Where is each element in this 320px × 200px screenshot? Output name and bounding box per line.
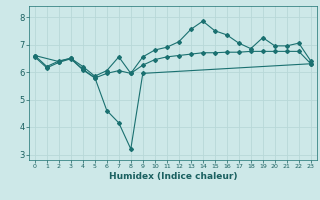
X-axis label: Humidex (Indice chaleur): Humidex (Indice chaleur) — [108, 172, 237, 181]
